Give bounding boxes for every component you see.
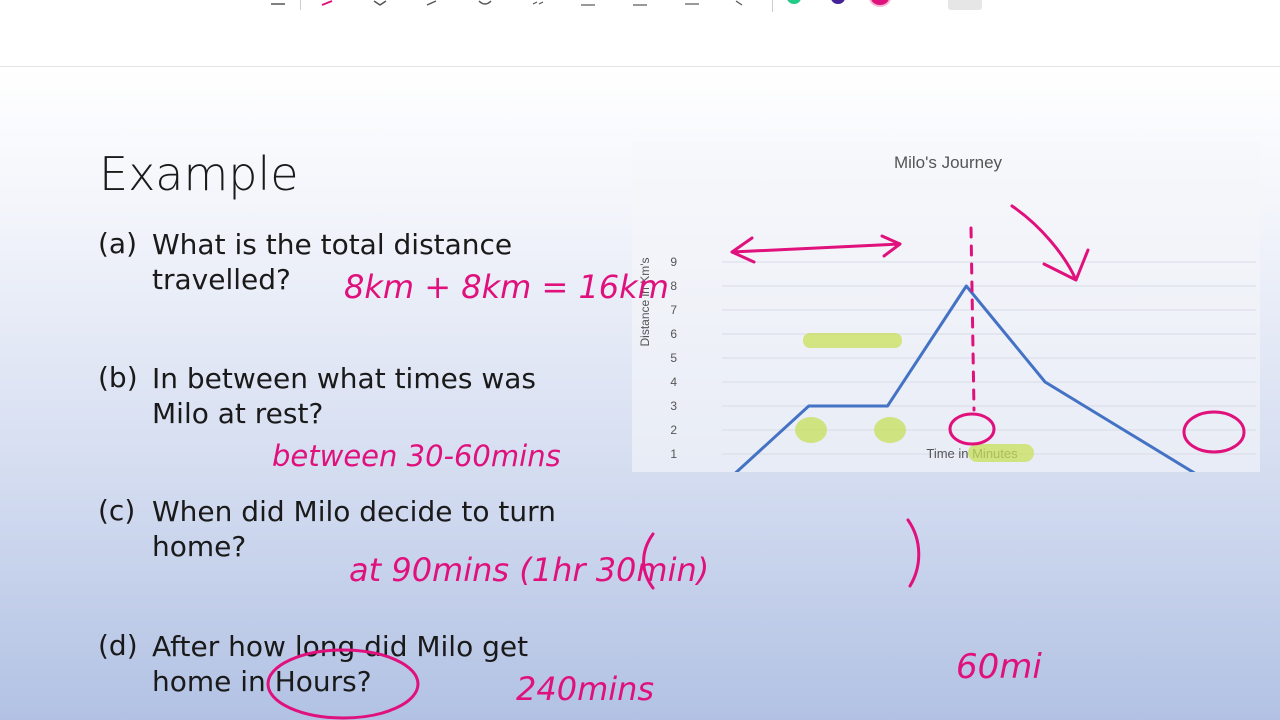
y-tick-label: 9 — [670, 255, 677, 269]
question-d-letter: (d) — [98, 629, 138, 662]
question-c-text: When did Milo decide to turn home? — [152, 494, 622, 564]
y-tick-label: 6 — [670, 327, 677, 341]
toolbar-divider — [772, 0, 773, 12]
shape-icon[interactable] — [580, 0, 596, 6]
highlighter-icon[interactable] — [424, 0, 440, 6]
y-tick-label: 7 — [670, 303, 677, 317]
question-b-text: In between what times was Milo at rest? — [152, 361, 622, 431]
y-tick-label: 1 — [670, 447, 677, 461]
question-a-text: What is the total distance travelled? — [152, 227, 622, 297]
eraser-icon[interactable] — [372, 0, 388, 6]
y-tick-label: 8 — [670, 279, 677, 293]
y-tick-label: 4 — [670, 375, 677, 389]
toolbar-more-button[interactable] — [948, 0, 982, 10]
y-tick-label: 3 — [670, 399, 677, 413]
question-c-line1: When did Milo decide to turn — [152, 495, 556, 528]
laser-icon[interactable] — [530, 0, 546, 6]
color-swatch-green[interactable] — [787, 0, 801, 4]
pen-icon[interactable] — [320, 0, 336, 6]
color-swatch-pink[interactable] — [871, 0, 889, 5]
series-line — [728, 284, 1204, 480]
slide-title: Example — [99, 147, 299, 201]
chart-title: Milo's Journey — [894, 153, 1003, 172]
question-a-line1: What is the total distance — [152, 228, 513, 261]
text-icon[interactable] — [632, 0, 648, 6]
image-icon[interactable] — [684, 0, 700, 6]
chart-x-axis-label: Time in Minutes — [926, 446, 1018, 461]
y-tick-label: 5 — [670, 351, 677, 365]
hand-icon[interactable] — [477, 0, 493, 6]
chart-panel: Milo's Journey 0123456789 03060901201802… — [632, 142, 1260, 504]
question-b-letter: (b) — [98, 361, 138, 394]
app-toolbar — [0, 0, 1280, 67]
question-b-line2: Milo at rest? — [152, 397, 324, 430]
question-d-line2: home in Hours? — [152, 665, 372, 698]
question-d-line1: After how long did Milo get — [152, 630, 529, 663]
lasso-icon[interactable] — [270, 0, 286, 6]
chart-y-ticks: 0 1 2 3 4 5 6 7 8 9 — [670, 255, 677, 485]
question-d-text: After how long did Milo get home in Hour… — [152, 629, 622, 699]
slide: Example (a) What is the total distance t… — [0, 67, 1280, 720]
chart-y-axis-label: Distance in Km's — [638, 258, 652, 347]
question-a-line2: travelled? — [152, 263, 291, 296]
question-a-letter: (a) — [98, 227, 138, 260]
ruler-icon[interactable] — [734, 0, 750, 6]
line-chart: Milo's Journey 0123456789 03060901201802… — [638, 153, 1256, 504]
question-b-line1: In between what times was — [152, 362, 536, 395]
color-swatch-purple[interactable] — [831, 0, 845, 4]
y-tick-label: 2 — [670, 423, 677, 437]
y-tick-label: 0 — [670, 471, 677, 472]
question-c-line2: home? — [152, 530, 247, 563]
chart-gridlines — [722, 261, 1256, 479]
toolbar-divider — [300, 0, 301, 10]
question-c-letter: (c) — [98, 494, 136, 527]
